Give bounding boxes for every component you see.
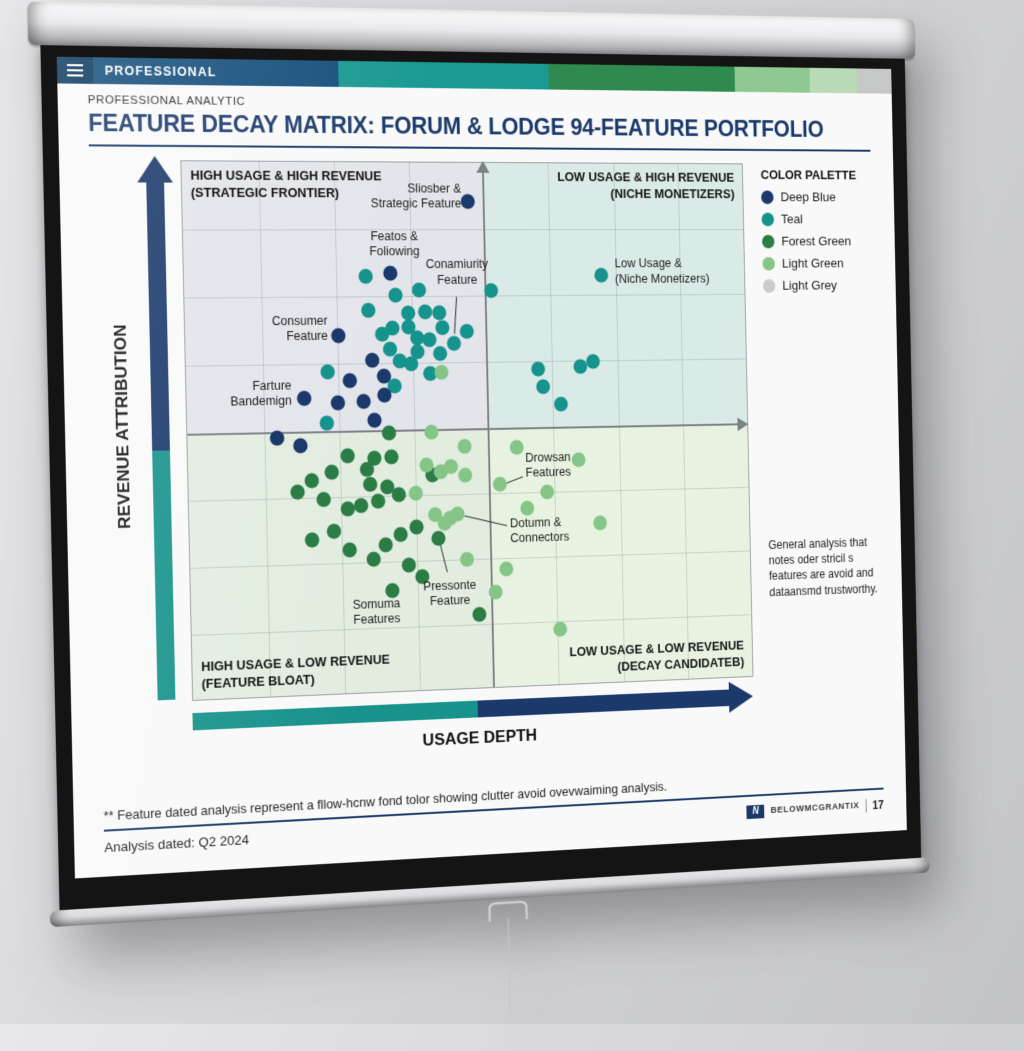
annotation-leader-lines bbox=[181, 161, 752, 700]
legend-swatch-deep_blue bbox=[761, 190, 774, 204]
chart-annotation-drowsan: Drowsan Features bbox=[525, 450, 571, 481]
data-point-deep_blue bbox=[365, 353, 380, 368]
topbar-segment-3 bbox=[548, 64, 735, 92]
legend-entry-light_grey: Light Grey bbox=[763, 278, 875, 293]
chart-annotation-consumer: Consumer Feature bbox=[272, 314, 328, 345]
legend-label: Light Green bbox=[782, 256, 844, 271]
chart-annotation-conamiurity: Conamiurity Feature bbox=[426, 257, 489, 288]
data-point-teal bbox=[433, 346, 447, 361]
data-point-teal bbox=[386, 321, 401, 336]
data-point-teal bbox=[320, 364, 335, 379]
hamburger-menu-icon[interactable] bbox=[57, 57, 94, 84]
topbar-label: PROFESSIONAL bbox=[105, 57, 217, 85]
data-point-deep_blue bbox=[331, 328, 346, 343]
color-palette-legend: COLOR PALETTE Deep Blue Teal Forest Green L… bbox=[761, 167, 876, 300]
legend-swatch-teal bbox=[761, 212, 774, 226]
data-point-teal bbox=[435, 321, 449, 336]
chart-annotation-featos: Featos & Foliowing bbox=[369, 229, 420, 260]
plot-area: HIGH USAGE & HIGH REVENUE (STRATEGIC FRON… bbox=[180, 160, 753, 701]
projector-screen: PROFESSIONAL PROFESSIONAL ANALYTIC FEATU… bbox=[27, 2, 934, 1051]
chart-annotation-sliosber: Sliosber & Strategic Feature bbox=[370, 181, 461, 212]
legend-swatch-light_green bbox=[762, 257, 775, 271]
y-axis-arrow-head bbox=[137, 156, 173, 183]
page-divider bbox=[865, 799, 866, 812]
page-number: 17 bbox=[872, 798, 884, 812]
legend-entry-forest_green: Forest Green bbox=[762, 234, 874, 249]
topbar-segment-6 bbox=[856, 68, 891, 93]
legend-entry-teal: Teal bbox=[761, 212, 873, 226]
data-point-teal bbox=[531, 361, 545, 376]
legend-entry-light_green: Light Green bbox=[762, 256, 874, 271]
topbar-segment-4 bbox=[734, 67, 810, 93]
data-point-deep_blue bbox=[461, 194, 475, 209]
title-rule bbox=[89, 144, 871, 151]
x-axis-arrow-head bbox=[729, 681, 754, 713]
y-axis-label: REVENUE ATTRIBUTION bbox=[111, 324, 135, 529]
brand-logo-icon: N bbox=[747, 804, 765, 818]
data-point-teal bbox=[401, 306, 415, 321]
brand-group: N BELOWMCGRANTIX 17 bbox=[747, 798, 884, 819]
chart-annotation-low-usage: Low Usage & (Niche Monetizers) bbox=[614, 257, 709, 287]
legend-label: Light Grey bbox=[782, 278, 837, 293]
brand-name: BELOWMCGRANTIX bbox=[771, 800, 860, 815]
y-axis-arrow bbox=[146, 180, 175, 700]
side-note-text: General analysis that notes oder stricil… bbox=[768, 534, 885, 600]
chart-annotation-pressonte: Pressonte Feature bbox=[423, 578, 476, 610]
data-point-deep_blue bbox=[376, 369, 391, 384]
analysis-date-text: Analysis dated: Q2 2024 bbox=[104, 832, 249, 855]
x-axis-label: USAGE DEPTH bbox=[422, 726, 537, 751]
data-point-light_green bbox=[434, 365, 448, 380]
data-point-teal bbox=[423, 332, 437, 347]
legend-title: COLOR PALETTE bbox=[761, 167, 873, 182]
topbar-segment-5 bbox=[809, 68, 856, 94]
data-point-teal bbox=[447, 336, 461, 351]
data-point-teal bbox=[359, 269, 374, 284]
data-point-teal bbox=[411, 283, 425, 298]
data-point-teal bbox=[361, 303, 376, 318]
legend-entries: Deep Blue Teal Forest Green Light Green Ligh… bbox=[761, 190, 875, 293]
legend-entry-deep_blue: Deep Blue bbox=[761, 190, 873, 205]
legend-swatch-light_grey bbox=[763, 279, 776, 293]
screen-black-frame: PROFESSIONAL PROFESSIONAL ANALYTIC FEATU… bbox=[40, 45, 921, 910]
data-point-teal bbox=[418, 304, 432, 319]
topbar-segment-2 bbox=[338, 61, 549, 90]
data-point-teal bbox=[432, 305, 446, 320]
data-point-deep_blue bbox=[383, 265, 398, 280]
slide-body: PROFESSIONAL ANALYTIC FEATURE DECAY MATR… bbox=[57, 83, 906, 869]
data-point-teal bbox=[460, 323, 474, 338]
chart-annotation-somuma: Somuma Features bbox=[353, 596, 401, 628]
legend-label: Forest Green bbox=[781, 234, 851, 249]
quadrant-label-niche-monetizers: LOW USAGE & HIGH REVENUE (NICHE MONETIZER… bbox=[557, 169, 735, 203]
slide-title: FEATURE DECAY MATRIX: FORUM & LODGE 94-F… bbox=[88, 109, 870, 143]
legend-swatch-forest_green bbox=[762, 234, 775, 248]
chart: REVENUE ATTRIBUTION HIGH USAGE & HIGH RE… bbox=[89, 156, 883, 801]
data-point-teal bbox=[586, 354, 600, 369]
slide: PROFESSIONAL PROFESSIONAL ANALYTIC FEATU… bbox=[57, 57, 907, 879]
data-point-teal bbox=[388, 287, 403, 302]
quadrant-label-strategic-frontier: HIGH USAGE & HIGH REVENUE (STRATEGIC FRON… bbox=[190, 167, 382, 202]
legend-label: Deep Blue bbox=[780, 190, 836, 205]
data-point-deep_blue bbox=[343, 373, 358, 388]
legend-label: Teal bbox=[781, 212, 803, 226]
data-point-teal bbox=[594, 268, 608, 283]
data-point-teal bbox=[404, 357, 418, 372]
chart-annotation-dotumn: Dotumn & Connectors bbox=[510, 515, 570, 547]
pull-cord bbox=[478, 897, 540, 1019]
chart-annotation-farture: Farture Bandemign bbox=[230, 378, 292, 410]
